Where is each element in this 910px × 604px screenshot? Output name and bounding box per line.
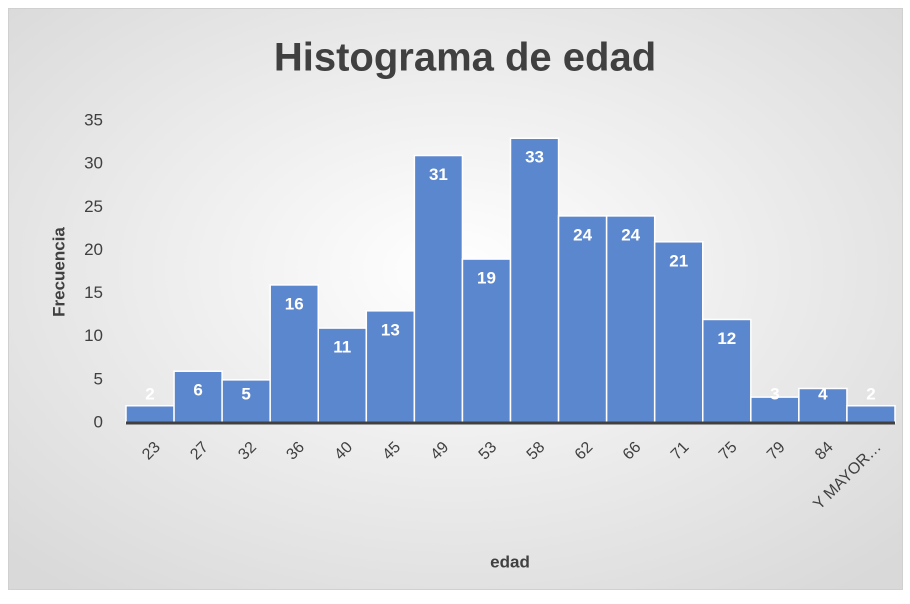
y-tick-label: 5: [94, 369, 103, 388]
bar: [702, 318, 752, 424]
data-label: 33: [525, 148, 544, 167]
data-label: 2: [145, 384, 154, 403]
bar: [605, 215, 656, 424]
data-label: 16: [285, 294, 304, 313]
bar: [461, 258, 512, 424]
data-label: 5: [241, 384, 250, 403]
bar: [509, 137, 560, 424]
x-axis-label: edad: [490, 552, 530, 571]
bar: [653, 241, 704, 424]
data-label: 6: [193, 381, 202, 400]
y-tick-label: 30: [84, 154, 103, 173]
y-axis-label: Frecuencia: [49, 227, 68, 317]
data-label: 19: [477, 269, 496, 288]
data-label: 4: [818, 384, 828, 403]
data-label: 31: [429, 165, 448, 184]
data-label: 3: [770, 384, 779, 403]
data-label: 21: [669, 251, 688, 270]
data-label: 11: [333, 338, 351, 357]
y-tick-label: 15: [84, 283, 103, 302]
data-label: 13: [381, 320, 400, 339]
bar: [750, 396, 800, 424]
y-tick-label: 10: [84, 326, 103, 345]
data-label: 24: [621, 225, 640, 244]
bar: [269, 284, 319, 424]
y-tick-label: 35: [84, 110, 103, 129]
y-tick-label: 0: [94, 412, 103, 431]
data-label: 24: [573, 225, 592, 244]
bar: [846, 404, 896, 424]
bar: [413, 154, 464, 424]
chart-title: Histograma de edad: [274, 36, 656, 80]
bar: [125, 404, 175, 424]
bar: [557, 215, 608, 424]
y-tick-label: 25: [84, 197, 103, 216]
data-label: 12: [717, 329, 736, 348]
y-tick-label: 20: [84, 240, 103, 259]
bar: [365, 310, 416, 424]
data-label: 2: [866, 384, 875, 403]
